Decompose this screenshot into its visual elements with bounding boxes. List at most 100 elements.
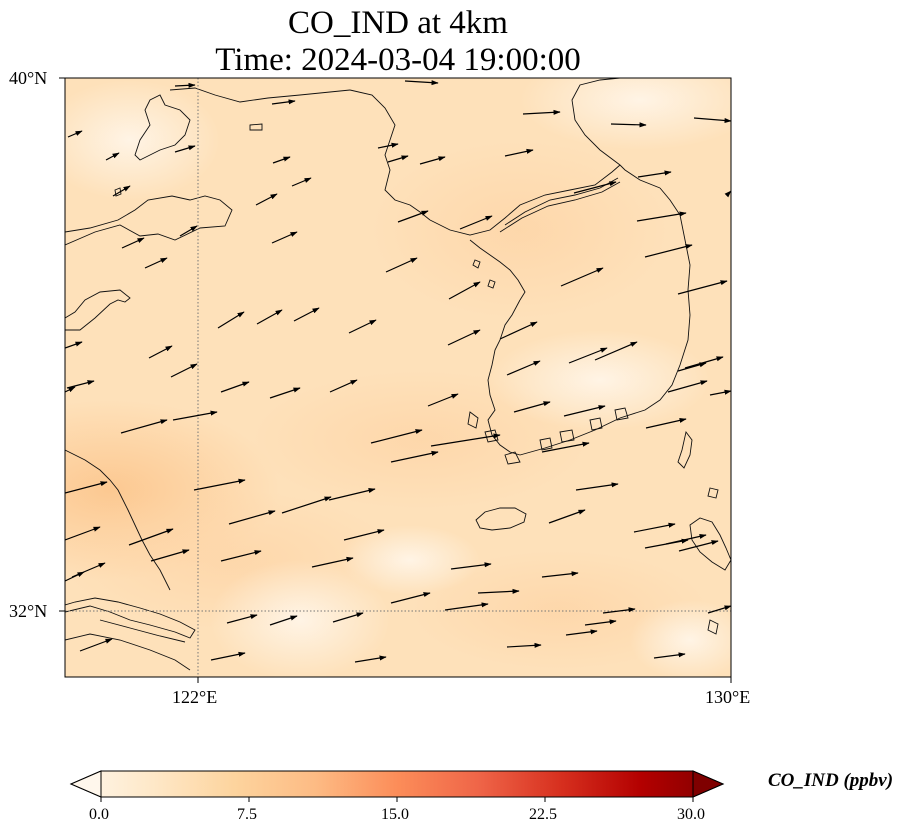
lat-tick-40n: 40°N — [9, 68, 48, 88]
wind-arrow — [390, 592, 431, 604]
wind-arrow — [348, 319, 377, 334]
lon-tick-130e: 130°E — [705, 687, 751, 707]
wind-arrow — [65, 526, 101, 541]
wind-arrow — [450, 562, 492, 570]
wind-arrow — [602, 607, 636, 614]
map-axis-ticks — [59, 77, 732, 683]
wind-arrow — [636, 211, 687, 222]
wind-arrow — [504, 148, 534, 157]
wind-arrow — [677, 362, 707, 372]
wind-arrow — [269, 387, 301, 399]
wind-arrow — [174, 82, 196, 88]
wind-arrow — [291, 177, 312, 187]
gridlines — [65, 78, 731, 677]
wind-arrow — [477, 588, 520, 594]
coastline-yangtze — [65, 597, 196, 639]
concentration-field — [65, 78, 731, 677]
wind-arrow — [541, 441, 590, 453]
wind-arrow — [684, 356, 724, 369]
coastline-korea — [429, 164, 621, 236]
lat-tick-32n: 32°N — [9, 601, 48, 621]
wind-arrow — [707, 605, 731, 614]
wind-arrow — [66, 380, 95, 389]
wind-arrow — [332, 612, 364, 623]
wind-arrow — [594, 341, 638, 361]
wind-arrow — [293, 307, 320, 322]
wind-arrow — [678, 540, 719, 552]
map-time-subtitle: Time: 2024-03-04 19:00:00 — [215, 42, 581, 78]
wind-arrow — [560, 267, 604, 287]
wind-arrow — [419, 156, 446, 165]
wind-arrow — [385, 257, 418, 273]
wind-arrow — [653, 652, 686, 659]
wind-arrow — [667, 380, 708, 393]
wind-arrow — [67, 130, 83, 138]
coastline-liaodong — [134, 94, 191, 161]
wind-arrow — [459, 215, 493, 230]
wind-arrow — [217, 311, 245, 329]
wind-arrow — [329, 379, 358, 393]
wind-arrow — [79, 638, 113, 652]
colorbar-tick-7-5: 7.5 — [237, 806, 257, 823]
wind-arrow — [565, 629, 598, 636]
wind-arrow — [499, 321, 538, 340]
wind-arrow — [71, 562, 106, 578]
coastline-jeju — [475, 507, 527, 531]
coastline-shandong — [65, 195, 233, 246]
wind-arrow — [548, 509, 586, 524]
wind-arrow — [693, 117, 731, 123]
wind-arrow — [427, 393, 459, 407]
wind-arrow — [144, 257, 168, 269]
map-title: CO_IND at 4km — [288, 5, 508, 41]
wind-arrow — [343, 529, 385, 541]
wind-arrow — [513, 401, 551, 413]
coastline-jiangsu — [65, 289, 131, 331]
coastline-kyushu — [689, 517, 731, 571]
wind-arrow — [448, 281, 481, 300]
wind-arrow — [568, 347, 608, 364]
wind-arrow — [644, 244, 693, 258]
wind-arrow — [677, 280, 728, 295]
wind-vector-field — [65, 80, 731, 663]
wind-arrow — [645, 417, 687, 429]
wind-arrow — [210, 651, 246, 661]
wind-arrow — [65, 341, 83, 349]
wind-arrow — [644, 538, 689, 549]
wind-arrow — [65, 481, 108, 494]
colorbar-label: CO_IND (ppbv) — [768, 770, 894, 791]
wind-arrow — [506, 642, 542, 648]
wind-arrow — [172, 410, 218, 421]
colorbar — [69, 770, 725, 802]
wind-arrow — [105, 152, 120, 161]
wind-arrow — [541, 571, 579, 578]
wind-arrow — [193, 478, 246, 491]
wind-arrow — [174, 145, 196, 153]
colorbar-tick-30: 30.0 — [677, 806, 705, 823]
colorbar-tick-15: 15.0 — [381, 806, 409, 823]
wind-arrow — [170, 363, 198, 378]
wind-arrow — [228, 510, 276, 525]
wind-arrow — [444, 602, 489, 611]
wind-arrow — [397, 210, 429, 223]
wind-arrow — [220, 381, 250, 393]
wind-arrow — [610, 122, 647, 128]
map-frame — [64, 77, 732, 678]
wind-arrow — [387, 155, 409, 163]
wind-arrow — [112, 185, 131, 197]
colorbar-tick-22-5: 22.5 — [529, 806, 557, 823]
wind-arrow — [575, 482, 619, 491]
wind-arrow — [220, 550, 262, 562]
wind-arrow — [328, 488, 376, 501]
lon-tick-122e: 122°E — [172, 687, 218, 707]
wind-arrow — [65, 386, 76, 393]
wind-arrow — [150, 549, 190, 562]
wind-arrow — [121, 237, 145, 249]
wind-arrow — [128, 528, 174, 546]
wind-arrow — [637, 170, 672, 178]
wind-arrow — [390, 450, 439, 463]
wind-arrow — [584, 619, 617, 626]
wind-arrow — [430, 433, 501, 447]
wind-arrow — [311, 556, 354, 568]
wind-arrow — [573, 181, 617, 194]
